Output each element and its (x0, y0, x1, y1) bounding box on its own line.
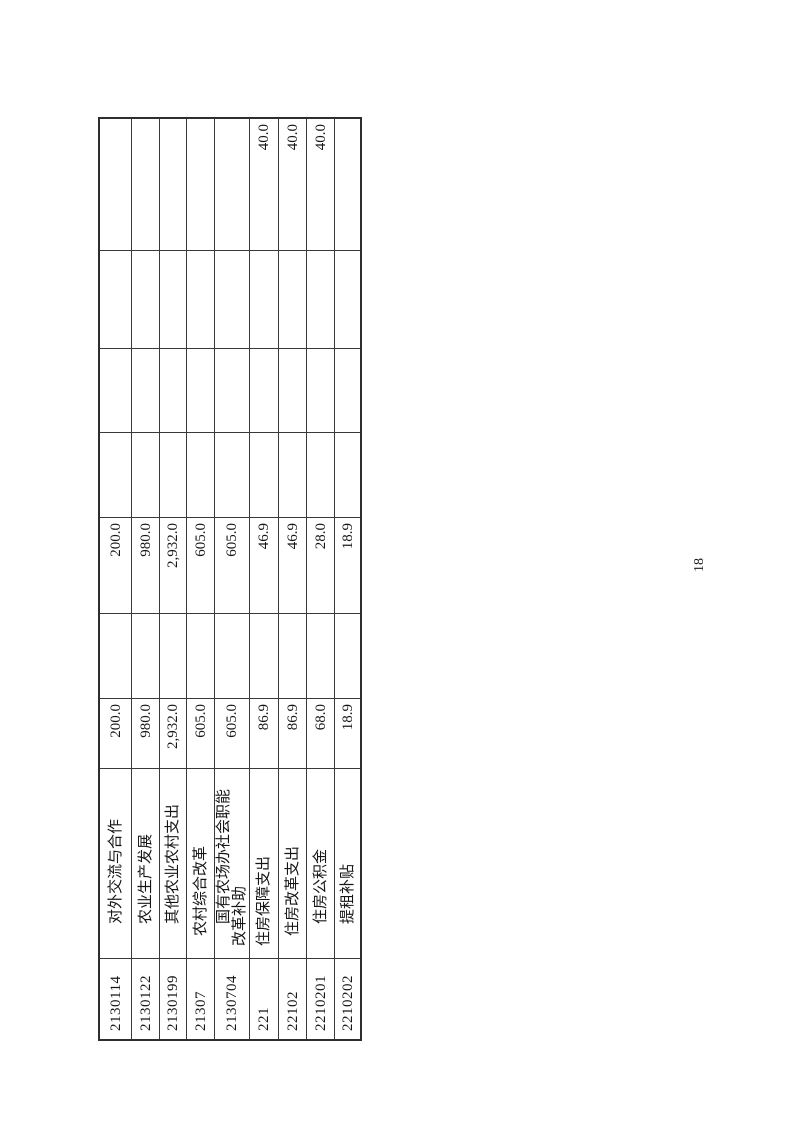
cell-amount (160, 250, 186, 348)
cell-budget-code: 2130199 (160, 958, 186, 1039)
cell-amount: 28.0 (307, 517, 334, 613)
cell-amount (132, 119, 159, 250)
cell-subject-name: 住房改革支出 (279, 768, 306, 958)
cell-subject-name: 国有农场办社会职能 改革补助 (215, 768, 249, 958)
cell-subject-name: 住房公积金 (307, 768, 334, 958)
cell-amount (160, 613, 186, 698)
cell-budget-code: 221 (250, 958, 278, 1039)
cell-amount: 605.0 (187, 517, 214, 613)
table-row: 2130704 国有农场办社会职能 改革补助 605.0 605.0 (215, 119, 250, 1039)
cell-amount (100, 432, 131, 517)
cell-subject-name: 住房保障支出 (250, 768, 278, 958)
cell-amount (132, 348, 159, 432)
cell-amount (187, 250, 214, 348)
cell-subject-name: 农业生产发展 (132, 768, 159, 958)
cell-amount (187, 613, 214, 698)
table-row: 2210201 住房公积金 68.0 28.0 40.0 (307, 119, 335, 1039)
cell-amount (215, 250, 249, 348)
cell-amount (335, 348, 360, 432)
cell-amount (187, 348, 214, 432)
cell-amount (335, 119, 360, 250)
cell-amount: 18.9 (335, 698, 360, 768)
cell-amount (215, 348, 249, 432)
cell-amount: 18.9 (335, 517, 360, 613)
cell-amount (100, 250, 131, 348)
cell-amount: 46.9 (250, 517, 278, 613)
cell-amount (307, 432, 334, 517)
cell-amount (279, 613, 306, 698)
table-row: 221 住房保障支出 86.9 46.9 40.0 (250, 119, 279, 1039)
cell-amount (307, 348, 334, 432)
cell-amount: 605.0 (187, 698, 214, 768)
cell-amount (279, 250, 306, 348)
cell-subject-name: 对外交流与合作 (100, 768, 131, 958)
cell-amount: 200.0 (100, 517, 131, 613)
cell-amount (215, 119, 249, 250)
cell-amount: 46.9 (279, 517, 306, 613)
table-row: 22102 住房改革支出 86.9 46.9 40.0 (279, 119, 307, 1039)
cell-amount (335, 613, 360, 698)
cell-amount (132, 613, 159, 698)
cell-amount (250, 613, 278, 698)
cell-amount: 40.0 (256, 124, 272, 151)
cell-budget-code: 2130114 (100, 958, 131, 1039)
table-row: 2130122 农业生产发展 980.0 980.0 (132, 119, 160, 1039)
cell-amount: 980.0 (132, 698, 159, 768)
cell-amount (160, 432, 186, 517)
cell-amount (187, 432, 214, 517)
cell-budget-code: 2130704 (215, 958, 249, 1039)
cell-amount (132, 250, 159, 348)
cell-amount: 40.0 (312, 124, 329, 151)
cell-amount: 2,932.0 (160, 517, 186, 613)
cell-budget-code: 2210201 (307, 958, 334, 1039)
table-row: 2130114 对外交流与合作 200.0 200.0 (100, 119, 132, 1039)
cell-amount: 86.9 (250, 698, 278, 768)
cell-amount (335, 250, 360, 348)
cell-budget-code: 2130122 (132, 958, 159, 1039)
cell-amount (100, 348, 131, 432)
cell-amount (160, 348, 186, 432)
cell-subject-name: 农村综合改革 (187, 768, 214, 958)
cell-amount (279, 432, 306, 517)
budget-expenditure-table: 2130114 对外交流与合作 200.0 200.0 2130122 农业生产发展 980… (98, 117, 362, 1041)
cell-budget-code: 21307 (187, 958, 214, 1039)
cell-amount: 605.0 (215, 517, 249, 613)
cell-subject-name: 提租补贴 (335, 768, 360, 958)
cell-amount (250, 432, 278, 517)
cell-amount (132, 432, 159, 517)
cell-amount: 2,932.0 (160, 698, 186, 768)
cell-amount: 86.9 (279, 698, 306, 768)
page-number: 18 (692, 558, 707, 572)
table-row: 21307 农村综合改革 605.0 605.0 (187, 119, 215, 1039)
cell-budget-code: 2210202 (335, 958, 360, 1039)
cell-amount (215, 613, 249, 698)
cell-amount (279, 348, 306, 432)
cell-amount (250, 348, 278, 432)
cell-amount (160, 119, 186, 250)
cell-amount (100, 613, 131, 698)
cell-amount: 68.0 (307, 698, 334, 768)
cell-amount: 40.0 (284, 124, 301, 151)
cell-amount: 200.0 (100, 698, 131, 768)
cell-amount (215, 432, 249, 517)
cell-amount (100, 119, 131, 250)
cell-amount (250, 250, 278, 348)
cell-amount (335, 432, 360, 517)
cell-budget-code: 22102 (279, 958, 306, 1039)
cell-amount (307, 250, 334, 348)
cell-amount: 605.0 (215, 698, 249, 768)
cell-subject-name: 其他农业农村支出 (160, 768, 186, 958)
cell-amount (187, 119, 214, 250)
cell-amount (307, 613, 334, 698)
table-row: 2130199 其他农业农村支出 2,932.0 2,932.0 (160, 119, 187, 1039)
cell-amount: 980.0 (132, 517, 159, 613)
table-row: 2210202 提租补贴 18.9 18.9 (335, 119, 360, 1039)
